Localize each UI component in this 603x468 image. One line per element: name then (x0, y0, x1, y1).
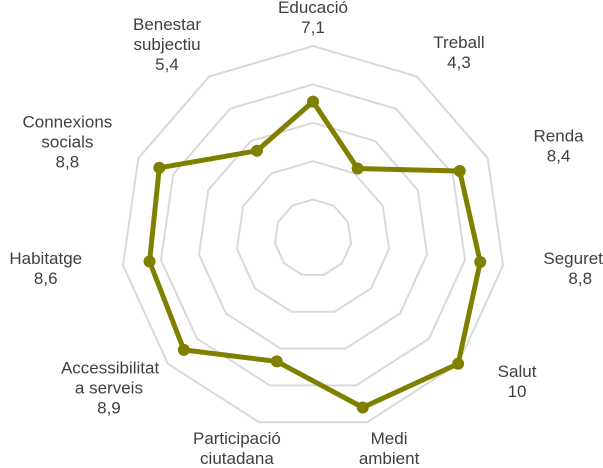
value-label: 5,4 (155, 54, 179, 74)
category-label: Benestar subjectiu (132, 14, 202, 54)
category-label: Seguretat (543, 249, 603, 269)
category-label: Salut (497, 362, 537, 382)
category-label: Educació (278, 0, 348, 17)
axis-label: Seguretat8,8 (510, 249, 603, 289)
axis-label: Educació 7,1 (243, 0, 383, 38)
data-point (474, 256, 487, 269)
grid-ring (159, 83, 467, 387)
value-label: 8,4 (546, 146, 571, 166)
axis-label: Medi ambient9,2 (319, 429, 459, 468)
data-point (453, 165, 466, 178)
data-point (351, 162, 364, 175)
category-label: Renda (533, 126, 584, 146)
data-point (356, 401, 369, 414)
grid-ring (273, 198, 353, 276)
category-label: Accessibilitat a serveis (60, 358, 160, 398)
category-label: Medi ambient (358, 428, 420, 468)
data-point (452, 357, 465, 370)
data-point (153, 161, 166, 174)
data-point (270, 355, 283, 368)
axis-label: Treball 4,3 (389, 33, 529, 73)
category-label: Participació ciutadana (192, 428, 281, 468)
data-point (177, 343, 190, 356)
data-point (250, 144, 263, 157)
value-label: 8,8 (568, 269, 593, 289)
value-label: 8,6 (33, 269, 58, 289)
value-label: 4,3 (447, 52, 471, 72)
axis-label: Connexions socials 8,8 (0, 112, 137, 172)
value-label: 10 (507, 382, 527, 402)
category-label: Connexions socials (22, 112, 113, 152)
data-point (307, 95, 319, 108)
axis-label: Accessibilitat a serveis 8,9 (39, 359, 179, 419)
value-label: 8,9 (97, 398, 121, 418)
axis-label: Renda 8,4 (489, 127, 603, 167)
axis-label: Salut 10 (447, 362, 587, 402)
grid-ring (235, 160, 391, 313)
axis-label: Participació ciutadana6,7 (167, 429, 307, 468)
value-label: 8,8 (55, 152, 80, 172)
value-label: 7,1 (301, 18, 325, 37)
axis-label: Habitatge 8,6 (0, 249, 116, 289)
axis-label: Benestar subjectiu 5,4 (97, 14, 237, 74)
category-label: Treball (433, 32, 485, 52)
category-label: Habitatge (9, 249, 83, 269)
data-point (143, 255, 156, 268)
grid-ring (121, 44, 505, 424)
series-line (147, 99, 483, 410)
grid-ring (197, 121, 429, 350)
